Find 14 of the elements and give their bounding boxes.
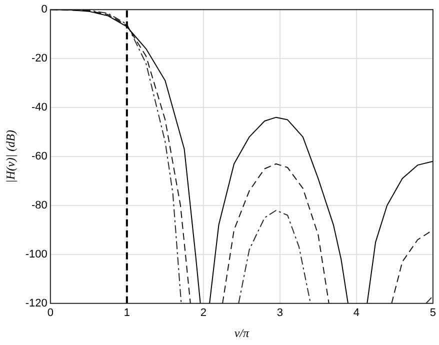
y-tick-label: -80 [32, 200, 48, 212]
y-tick-label: -40 [32, 102, 48, 114]
y-tick-label: -100 [25, 248, 48, 260]
x-tick-label: 3 [276, 307, 283, 320]
y-tick-label: -20 [32, 52, 48, 65]
y-axis-title: |H(v)| (dB) [3, 130, 18, 183]
x-axis-title: v/π [234, 326, 250, 340]
x-tick-label: 2 [200, 307, 206, 320]
x-tick-label: 1 [124, 307, 130, 320]
y-tick-label: -120 [25, 297, 48, 310]
y-tick-label: 0 [41, 4, 48, 16]
x-tick-label: 4 [353, 307, 360, 320]
x-tick-label: 5 [430, 307, 436, 320]
y-tick-label: -60 [32, 150, 48, 163]
